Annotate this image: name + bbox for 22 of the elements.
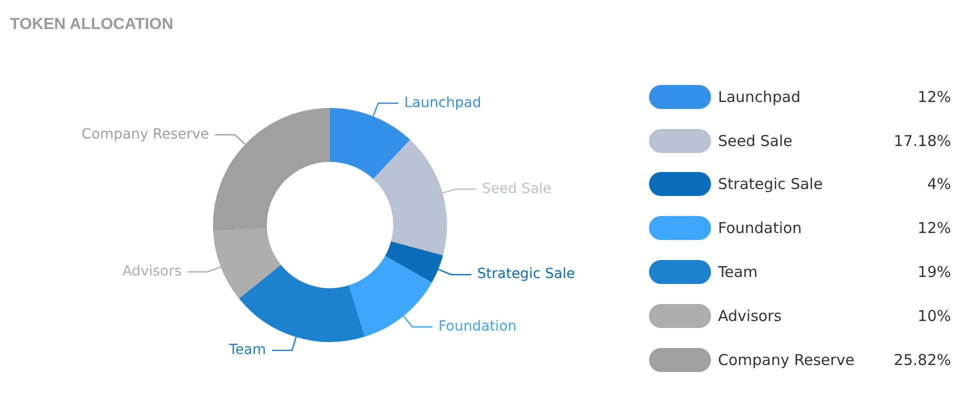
data-label: 17.18% — [894, 132, 951, 150]
data-label: 10% — [918, 306, 951, 325]
data-label: 25.82% — [894, 350, 951, 369]
legend-label: Seed Sale — [718, 132, 794, 150]
data-label: 19% — [918, 263, 951, 282]
chart-title: TOKEN ALLOCATION — [10, 16, 174, 34]
legend-label: Strategic Sale — [718, 175, 824, 194]
slice-label: Launchpad — [404, 94, 482, 111]
legend-label: Advisors — [718, 306, 783, 325]
slice-label: Team — [228, 342, 266, 358]
legend-label: Foundation — [718, 219, 803, 238]
data-label: 12% — [918, 88, 951, 106]
legend-label: Launchpad — [718, 88, 802, 106]
legend-label: Team — [718, 263, 759, 282]
slice-label: Advisors — [122, 263, 182, 280]
data-label: 12% — [918, 219, 951, 238]
slice-label: Company Reserve — [82, 126, 210, 142]
slice-label: Seed Sale — [482, 180, 552, 197]
slice-label: Foundation — [438, 318, 517, 335]
slice-label: Strategic Sale — [477, 266, 575, 282]
legend-label: Company Reserve — [718, 350, 856, 369]
data-label: 4% — [927, 175, 951, 194]
